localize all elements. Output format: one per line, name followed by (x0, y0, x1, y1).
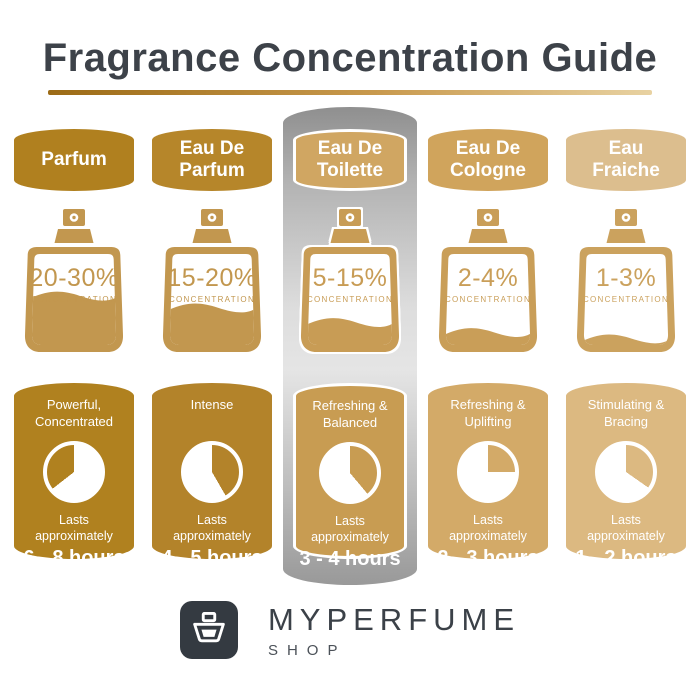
brand-subtitle: SHOP (267, 641, 347, 659)
card-description: Powerful, Concentrated (34, 397, 114, 429)
lasts-label: Lasts approximately (173, 513, 251, 543)
clock-pie-icon (181, 441, 243, 503)
clock-pie-icon (457, 441, 519, 503)
perfume-bottle-icon: 1-3% CONCENTRATION (566, 207, 686, 359)
title-underline (48, 90, 652, 95)
fragrance-name-label: Eau De Parfum (152, 129, 272, 191)
info-card: Intense Lasts approximately 4 - 5 hours (152, 383, 272, 569)
fragrance-name-label: Eau De Toilette (293, 129, 407, 191)
brand-text: MYPERFUME SHOP (268, 602, 520, 659)
clock-pie-icon (595, 441, 657, 503)
card-description: Refreshing & Balanced (312, 398, 388, 430)
lasts-label: Lasts approximately (587, 513, 665, 543)
fragrance-name-label: Eau Fraiche (566, 129, 686, 191)
page-title: Fragrance Concentration Guide (42, 36, 658, 80)
duration-value: 6 - 8 hours (23, 547, 125, 570)
fragrance-columns-grid: Parfum 20-30% CONCENTRATION Powerful, Co… (14, 107, 686, 585)
lasts-label: Lasts approximately (449, 513, 527, 543)
footer: MYPERFUME SHOP (0, 601, 700, 659)
card-description: Intense (190, 397, 234, 412)
fragrance-name-label: Eau De Cologne (428, 129, 548, 191)
brand-name: MYPERFUME (267, 601, 521, 637)
clock-pie-icon (43, 441, 105, 503)
duration-value: 3 - 4 hours (299, 548, 401, 571)
perfume-bottle-icon: 20-30% CONCENTRATION (14, 207, 134, 359)
fragrance-name-label: Parfum (14, 129, 134, 191)
duration-value: 1 - 2 hours (575, 547, 677, 570)
logo-bottle-icon (193, 612, 225, 643)
brand-logo (179, 601, 238, 659)
fragrance-column: Eau De Toilette 5-15% CONCENTRATION Refr… (290, 107, 410, 585)
info-card: Refreshing & Balanced Lasts approximatel… (293, 383, 407, 570)
info-card: Powerful, Concentrated Lasts approximate… (14, 383, 134, 569)
info-card: Refreshing & Uplifting Lasts approximate… (428, 383, 548, 569)
lasts-label: Lasts approximately (35, 513, 113, 543)
clock-pie-icon (319, 442, 381, 504)
lasts-label: Lasts approximately (311, 514, 389, 544)
card-description: Refreshing & Uplifting (450, 397, 526, 429)
perfume-bottle-icon: 15-20% CONCENTRATION (152, 207, 272, 359)
info-card: Stimulating & Bracing Lasts approximatel… (566, 383, 686, 569)
fragrance-column: Eau Fraiche 1-3% CONCENTRATION Stimulati… (566, 107, 686, 585)
fragrance-column: Parfum 20-30% CONCENTRATION Powerful, Co… (14, 107, 134, 585)
bottle-graphic (576, 209, 676, 352)
card-description: Stimulating & Bracing (587, 397, 665, 429)
duration-value: 4 - 5 hours (161, 547, 263, 570)
duration-value: 2 - 3 hours (437, 547, 539, 570)
fragrance-column: Eau De Parfum 15-20% CONCENTRATION Inten… (152, 107, 272, 585)
perfume-bottle-icon: 2-4% CONCENTRATION (428, 207, 548, 359)
bottle-graphic (24, 209, 124, 352)
fragrance-column: Eau De Cologne 2-4% CONCENTRATION Refres… (428, 107, 548, 585)
perfume-bottle-icon: 5-15% CONCENTRATION (290, 207, 410, 359)
bottle-graphic (300, 209, 400, 352)
bottle-graphic (162, 209, 262, 352)
bottle-graphic (438, 209, 538, 352)
